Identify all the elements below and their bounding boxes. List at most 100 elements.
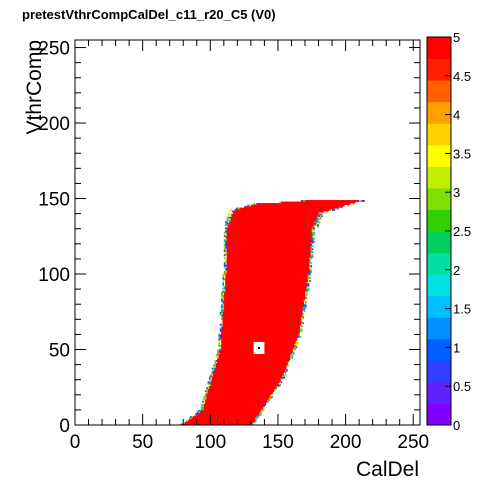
heatmap-cell: [311, 228, 314, 231]
heatmap-cell: [319, 213, 322, 216]
heatmap-cell: [211, 372, 214, 374]
heatmap-cell: [300, 323, 303, 326]
heatmap-cell: [225, 267, 227, 270]
heatmap-cell: [206, 388, 208, 391]
heatmap-cell: [360, 200, 363, 202]
heatmap-cell: [286, 364, 288, 367]
heatmap-cell: [313, 224, 315, 227]
heatmap-row: [214, 367, 287, 370]
heatmap-row: [223, 308, 303, 311]
heatmap-cell: [190, 415, 192, 418]
heatmap-row: [229, 222, 315, 225]
heatmap-row: [211, 379, 282, 382]
heatmap-cell: [313, 231, 315, 234]
heatmap-cell: [254, 420, 257, 423]
heatmap-row: [226, 234, 313, 237]
heatmap-cell: [309, 264, 311, 267]
heatmap-cell: [310, 254, 313, 257]
heatmap-cell: [222, 287, 225, 290]
heatmap-cell: [211, 370, 214, 373]
heatmap-cell: [229, 219, 231, 222]
heatmap-cell: [269, 397, 272, 400]
heatmap-row: [226, 242, 311, 245]
heatmap-cell: [222, 277, 225, 279]
heatmap-cell: [279, 384, 281, 387]
colorbar-tick-label: 1.5: [453, 302, 471, 317]
heatmap-cell: [202, 399, 204, 402]
heatmap-cell: [290, 355, 292, 358]
heatmap-cell: [225, 263, 227, 266]
heatmap-cell: [294, 348, 296, 350]
heatmap-row: [221, 337, 298, 340]
heatmap-cell: [223, 274, 226, 276]
heatmap-cell: [207, 385, 210, 388]
heatmap-row: [223, 295, 306, 298]
heatmap-cell: [321, 212, 323, 214]
heatmap-cell: [198, 409, 200, 412]
plot-area: [74, 39, 421, 426]
heatmap-cell: [314, 221, 317, 223]
heatmap-cell: [223, 275, 226, 278]
heatmap-cell: [341, 206, 344, 208]
heatmap-cell: [282, 378, 284, 381]
heatmap-cell: [298, 332, 300, 335]
heatmap-cell: [307, 284, 310, 287]
heatmap-cell: [194, 414, 196, 417]
heatmap-cell: [218, 332, 221, 335]
heatmap-cell: [311, 254, 314, 257]
heatmap-cell: [292, 352, 295, 355]
heatmap-cell: [290, 357, 292, 359]
heatmap-cell: [313, 237, 315, 240]
heatmap-cell: [221, 326, 223, 329]
heatmap-cell: [219, 329, 222, 332]
heatmap-row: [280, 201, 356, 204]
heatmap-cell: [352, 203, 354, 205]
heatmap-row: [207, 390, 275, 393]
heatmap-row: [225, 280, 309, 282]
heatmap-cell: [208, 376, 211, 379]
heatmap-cell: [226, 218, 229, 220]
heatmap-row: [223, 302, 305, 305]
heatmap-row: [233, 212, 319, 215]
heatmap-cell: [283, 375, 285, 377]
heatmap-row: [221, 332, 299, 335]
heatmap-row: [195, 414, 259, 417]
heatmap-cell: [307, 286, 310, 288]
heatmap-cell: [225, 228, 227, 231]
heatmap-cell: [315, 219, 318, 222]
heatmap-cell: [219, 323, 222, 326]
heatmap-cell: [202, 405, 204, 408]
heatmap-cell: [227, 216, 230, 219]
heatmap-cell: [310, 257, 313, 260]
heatmap-row: [226, 258, 310, 261]
heatmap-cell: [223, 231, 226, 234]
heatmap-cell: [311, 245, 314, 248]
heatmap-cell: [311, 248, 314, 251]
heatmap-cell: [225, 272, 227, 275]
heatmap-row: [225, 287, 307, 290]
heatmap-cell: [307, 272, 310, 275]
heatmap-cell: [261, 409, 264, 412]
heatmap-cell: [271, 393, 273, 396]
heatmap-cell: [309, 267, 311, 270]
heatmap-row: [196, 412, 260, 415]
heatmap-cell: [225, 221, 227, 223]
heatmap-cell: [222, 283, 225, 285]
heatmap-row: [203, 406, 264, 409]
heatmap-cell: [190, 417, 192, 420]
heatmap-cell: [315, 221, 318, 223]
heatmap-cell: [208, 384, 211, 387]
heatmap-cell: [268, 397, 271, 400]
heatmap-cell: [225, 227, 227, 230]
heatmap-cell: [219, 344, 222, 347]
heatmap-cell: [213, 366, 215, 368]
heatmap-cell: [309, 272, 311, 275]
heatmap-cell: [229, 215, 231, 217]
heatmap-cell: [298, 335, 300, 338]
heatmap-cell: [215, 360, 218, 362]
heatmap-cell: [300, 331, 303, 334]
heatmap-cell: [295, 341, 298, 344]
heatmap-cell: [207, 388, 210, 391]
heatmap-row: [188, 418, 256, 421]
heatmap-row: [226, 261, 310, 264]
